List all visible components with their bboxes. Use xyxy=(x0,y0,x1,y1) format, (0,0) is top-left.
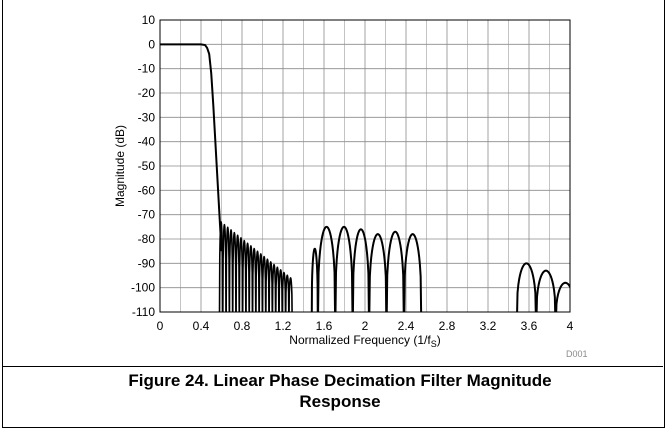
x-axis-label: Normalized Frequency (1/fS) xyxy=(289,333,440,349)
caption-rule xyxy=(2,366,663,367)
stopband-lobe xyxy=(275,266,280,312)
stopband-lobe xyxy=(225,226,231,312)
y-tick-label: -70 xyxy=(138,208,156,222)
stopband-lobe xyxy=(238,237,244,312)
stopband-lobe xyxy=(245,242,250,312)
y-tick-label: -110 xyxy=(132,305,155,319)
figure-caption: Figure 24. Linear Phase Decimation Filte… xyxy=(40,370,640,412)
y-tick-label: -30 xyxy=(138,110,156,124)
stopband-lobe-far xyxy=(310,247,319,312)
stopband-lobe xyxy=(235,234,241,312)
stopband-lobe xyxy=(268,261,274,312)
y-tick-label: -60 xyxy=(138,183,156,197)
stopband-lobe-far xyxy=(535,269,557,312)
figure-code: D001 xyxy=(566,349,588,359)
x-tick-label: 4 xyxy=(567,319,574,333)
y-tick-label: 10 xyxy=(142,13,156,27)
y-tick-label: -80 xyxy=(138,232,156,246)
stopband-lobe-far xyxy=(317,225,337,312)
stopband-lobe xyxy=(251,247,257,312)
plot-area-border xyxy=(159,19,571,313)
x-tick-label: 3.2 xyxy=(480,319,497,333)
x-tick-label: 1.2 xyxy=(275,319,292,333)
passband-curve xyxy=(160,43,223,252)
figure-caption-line-1: Figure 24. Linear Phase Decimation Filte… xyxy=(128,371,552,390)
stopband-lobe-far xyxy=(351,228,370,312)
x-axis-label-sub: S xyxy=(431,339,437,349)
x-tick-label: 2.8 xyxy=(439,319,456,333)
stopband-lobe xyxy=(278,269,283,312)
stopband-lobe xyxy=(218,221,224,312)
stopband-lobe xyxy=(248,245,254,312)
x-tick-label: 0.4 xyxy=(193,319,210,333)
y-tick-label: 0 xyxy=(148,37,155,51)
stopband-lobe xyxy=(281,271,287,312)
stopband-lobe xyxy=(265,258,270,312)
y-axis-label: Magnitude (dB) xyxy=(113,125,127,207)
stopband-lobe xyxy=(271,263,277,312)
stopband-lobe xyxy=(241,239,247,312)
stopband-lobe xyxy=(231,231,237,312)
x-tick-label: 3.6 xyxy=(521,319,538,333)
x-tick-label: 2.4 xyxy=(398,319,415,333)
y-tick-label: -50 xyxy=(138,159,156,173)
stopband-lobe-far xyxy=(403,233,423,312)
stopband-lobe xyxy=(288,277,293,312)
y-tick-label: -100 xyxy=(131,281,155,295)
stopband-lobe-far xyxy=(516,262,537,312)
x-tick-label: 2 xyxy=(362,319,369,333)
y-axis-ticks: 10 0 -10 -20 -30 -40 -50 -60 -70 -80 -90 -100 -110 xyxy=(131,13,155,319)
y-tick-label: -20 xyxy=(138,86,156,100)
x-tick-label: 0 xyxy=(157,319,164,333)
x-axis-label-main: Normalized Frequency (1/f xyxy=(289,333,431,347)
x-axis-label-suffix: ) xyxy=(437,333,441,347)
y-tick-label: -10 xyxy=(138,62,156,76)
response-curves xyxy=(160,43,570,312)
stopband-lobe xyxy=(261,255,267,312)
stopband-lobe xyxy=(284,274,290,312)
stopband-lobe-far xyxy=(385,230,405,312)
figure-caption-line-2: Response xyxy=(299,392,381,411)
stopband-lobe-far xyxy=(555,281,570,312)
stopband-lobe xyxy=(222,223,227,312)
chart-grid xyxy=(159,19,571,313)
stopband-lobe xyxy=(228,229,234,312)
x-tick-label: 1.6 xyxy=(316,319,333,333)
stopband-lobe-far xyxy=(334,225,354,312)
x-axis-ticks: 0 0.4 0.8 1.2 1.6 2 2.4 2.8 3.2 3.6 4 xyxy=(157,319,574,333)
stopband-lobe xyxy=(258,253,264,312)
stopband-lobe-far xyxy=(368,233,388,312)
y-tick-label: -90 xyxy=(138,256,156,270)
stopband-lobe xyxy=(255,250,260,312)
x-tick-label: 0.8 xyxy=(234,319,251,333)
y-tick-label: -40 xyxy=(138,135,156,149)
